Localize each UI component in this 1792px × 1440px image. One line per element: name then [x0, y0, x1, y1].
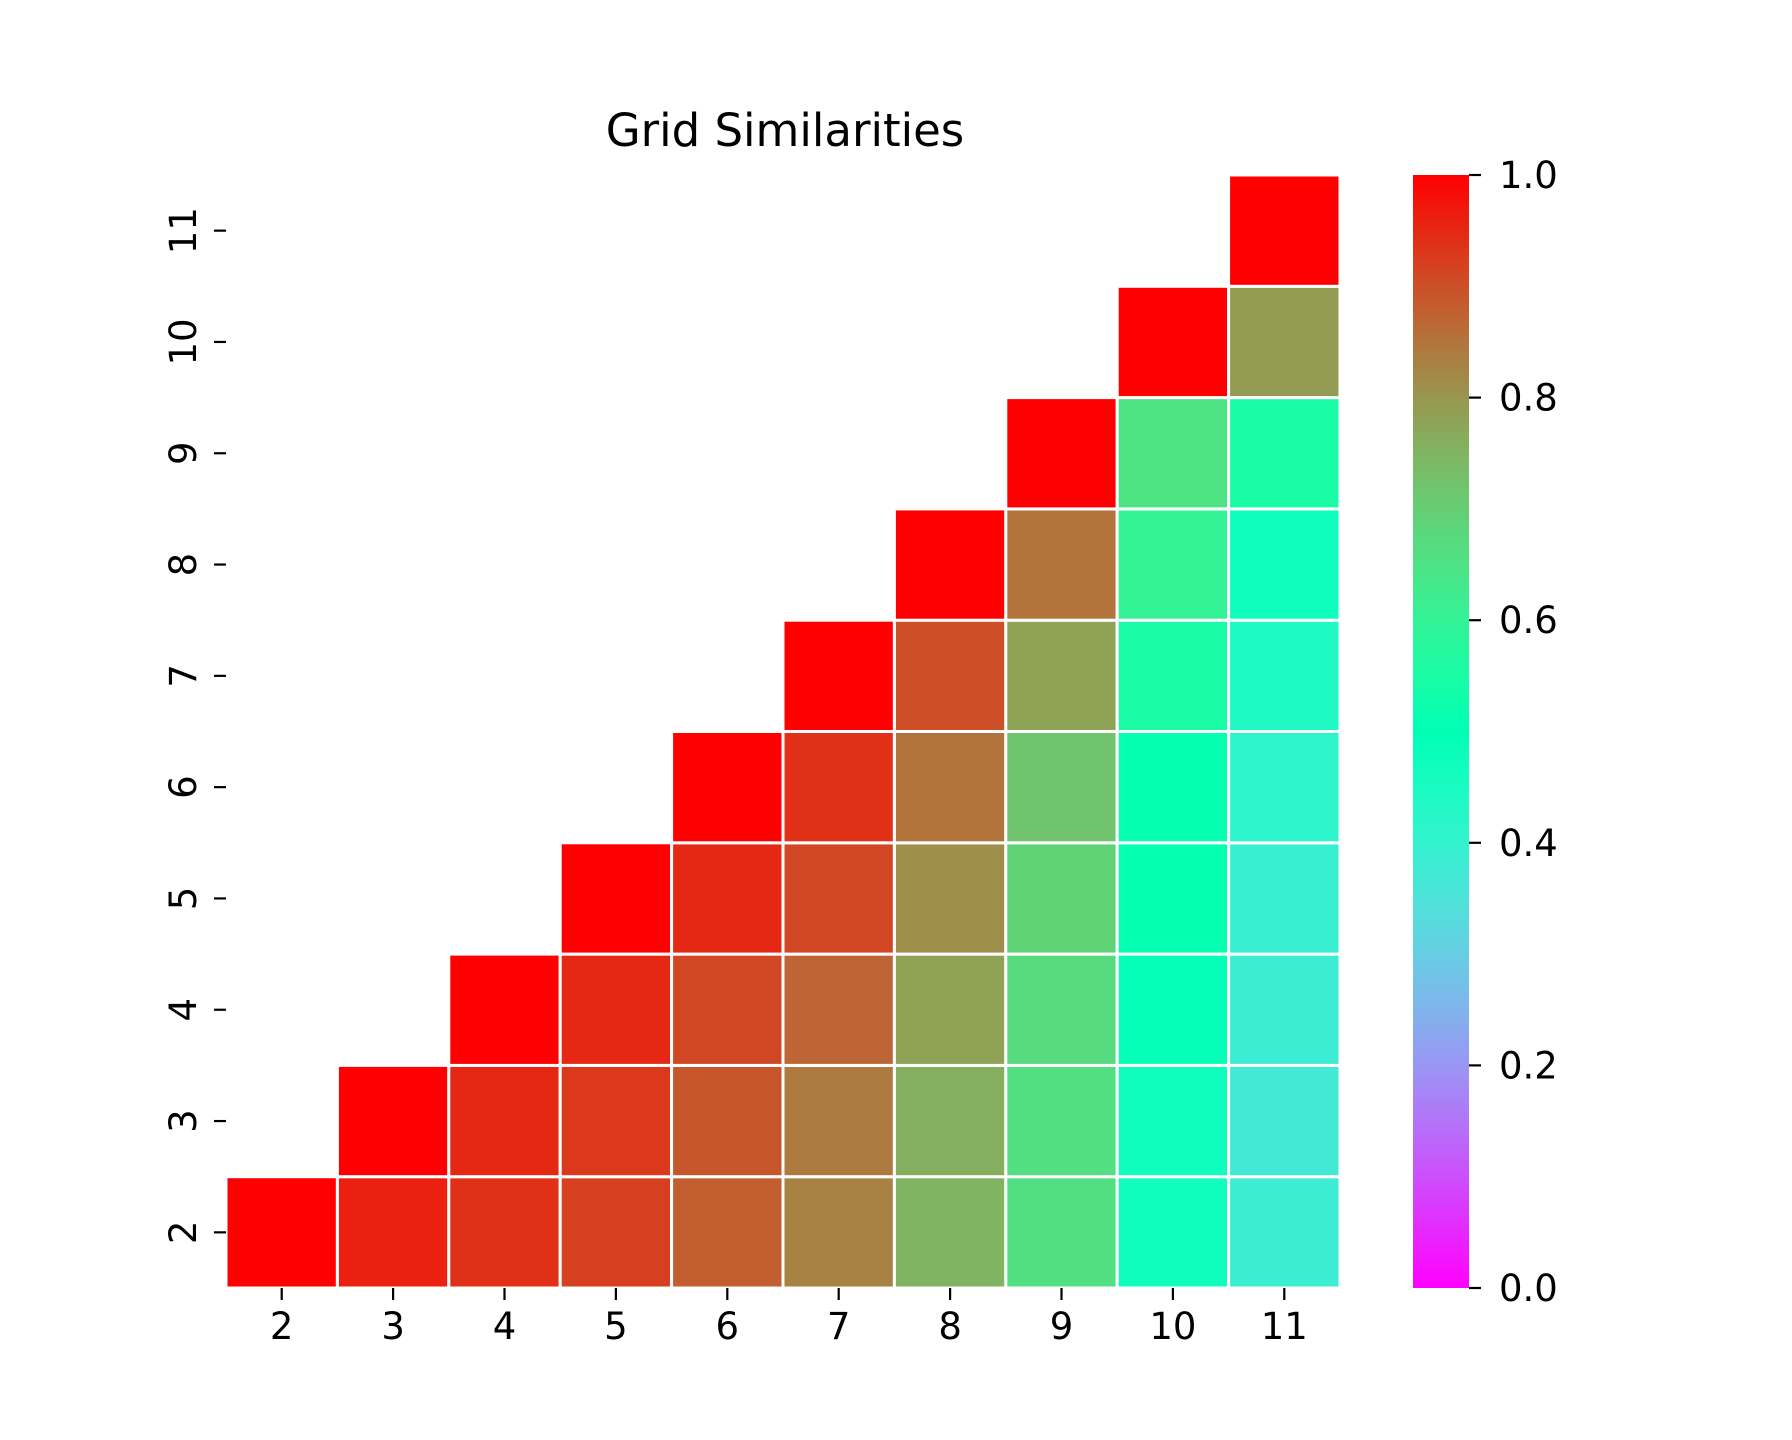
heatmap-cell-r7-c7 [781, 618, 896, 734]
heatmap-cell-r3-c3 [335, 1063, 451, 1179]
y-tick-label: 2 [162, 1221, 205, 1245]
heatmap-cell-r3-c5 [558, 1063, 674, 1179]
heatmap-cell-r8-c11 [1227, 507, 1342, 622]
heatmap-cells [224, 173, 1342, 1290]
heatmap-cell-r9-c11 [1227, 396, 1342, 511]
y-tick-label: 8 [162, 553, 205, 577]
colorbar: 0.0 0.2 0.4 0.6 0.8 1.0 [1413, 154, 1558, 1310]
chart-title: Grid Similarities [606, 104, 965, 157]
heatmap-cell-r9-c9 [1004, 396, 1119, 511]
x-tick-label: 8 [938, 1305, 962, 1348]
y-tick-label: 6 [162, 775, 205, 799]
heatmap-cell-r4-c7 [781, 952, 896, 1067]
heatmap-cell-r3-c8 [892, 1063, 1008, 1179]
heatmap-cell-r7-c10 [1115, 618, 1231, 734]
heatmap-cell-r3-c7 [781, 1063, 896, 1179]
heatmap-cell-r2-c6 [670, 1175, 785, 1290]
heatmap-cell-r2-c9 [1004, 1175, 1119, 1290]
heatmap-cell-r3-c9 [1004, 1063, 1119, 1179]
heatmap-cell-r9-c10 [1115, 396, 1231, 511]
heatmap-cell-r8-c8 [892, 507, 1008, 622]
heatmap-cell-r2-c3 [335, 1175, 451, 1290]
heatmap-cell-r5-c7 [781, 841, 896, 956]
heatmap-cell-r8-c9 [1004, 507, 1119, 622]
x-tick-label: 9 [1050, 1305, 1074, 1348]
heatmap-cell-r4-c5 [558, 952, 674, 1067]
heatmap-cell-r7-c9 [1004, 618, 1119, 734]
y-tick-label: 5 [162, 887, 205, 911]
heatmap-cell-r5-c11 [1227, 841, 1342, 956]
heatmap-cell-r2-c7 [781, 1175, 896, 1290]
x-tick-label: 2 [270, 1305, 294, 1348]
heatmap-cell-r4-c10 [1115, 952, 1231, 1067]
heatmap-cell-r2-c2 [224, 1175, 339, 1290]
x-tick-label: 7 [827, 1305, 851, 1348]
y-tick-label: 11 [162, 207, 205, 254]
heatmap-cell-r4-c4 [447, 952, 562, 1067]
y-tick-label: 10 [162, 318, 205, 365]
colorbar-tick-label: 0.6 [1499, 599, 1558, 642]
heatmap-cell-r6-c10 [1115, 730, 1231, 845]
heatmap-cell-r5-c9 [1004, 841, 1119, 956]
heatmap-cell-r3-c10 [1115, 1063, 1231, 1179]
heatmap-cell-r6-c6 [670, 730, 785, 845]
heatmap-cell-r6-c8 [892, 730, 1008, 845]
heatmap-cell-r4-c6 [670, 952, 785, 1067]
x-tick-label: 6 [716, 1305, 740, 1348]
heatmap-cell-r6-c11 [1227, 730, 1342, 845]
colorbar-tick-label: 0.0 [1499, 1267, 1558, 1310]
x-tick-label: 4 [493, 1305, 517, 1348]
y-tick-label: 4 [162, 998, 205, 1022]
heatmap-cell-r5-c6 [670, 841, 785, 956]
x-axis: 2 3 4 5 6 7 8 9 10 11 [270, 1288, 1308, 1348]
heatmap-cell-r10-c10 [1115, 284, 1231, 400]
heatmap-cell-r4-c11 [1227, 952, 1342, 1067]
heatmap-cell-r2-c8 [892, 1175, 1008, 1290]
y-tick-label: 9 [162, 441, 205, 465]
heatmap-cell-r7-c8 [892, 618, 1008, 734]
colorbar-tick-label: 0.4 [1499, 822, 1558, 865]
colorbar-tick-label: 0.2 [1499, 1044, 1558, 1087]
heatmap-cell-r6-c9 [1004, 730, 1119, 845]
heatmap-cell-r7-c11 [1227, 618, 1342, 734]
heatmap-cell-r5-c8 [892, 841, 1008, 956]
heatmap-cell-r2-c5 [558, 1175, 674, 1290]
heatmap-cell-r11-c11 [1227, 173, 1342, 288]
y-axis: 2 3 4 5 6 7 8 9 10 11 [162, 207, 226, 1244]
x-tick-label: 3 [381, 1305, 405, 1348]
heatmap-cell-r5-c10 [1115, 841, 1231, 956]
colorbar-tick-label: 0.8 [1499, 377, 1558, 420]
heatmap-cell-r4-c8 [892, 952, 1008, 1067]
heatmap-cell-r2-c11 [1227, 1175, 1342, 1290]
heatmap-cell-r6-c7 [781, 730, 896, 845]
y-tick-label: 7 [162, 664, 205, 688]
heatmap-cell-r8-c10 [1115, 507, 1231, 622]
heatmap-cell-r3-c11 [1227, 1063, 1342, 1179]
heatmap-cell-r10-c11 [1227, 284, 1342, 400]
y-tick-label: 3 [162, 1109, 205, 1133]
heatmap-cell-r3-c4 [447, 1063, 562, 1179]
heatmap-cell-r2-c4 [447, 1175, 562, 1290]
heatmap-cell-r3-c6 [670, 1063, 785, 1179]
heatmap-cell-r4-c9 [1004, 952, 1119, 1067]
heatmap-cell-r2-c10 [1115, 1175, 1231, 1290]
x-tick-label: 11 [1261, 1305, 1308, 1348]
colorbar-gradient [1413, 175, 1469, 1288]
heatmap-cell-r5-c5 [558, 841, 674, 956]
x-tick-label: 5 [604, 1305, 628, 1348]
colorbar-tick-label: 1.0 [1499, 154, 1558, 197]
x-tick-label: 10 [1149, 1305, 1196, 1348]
